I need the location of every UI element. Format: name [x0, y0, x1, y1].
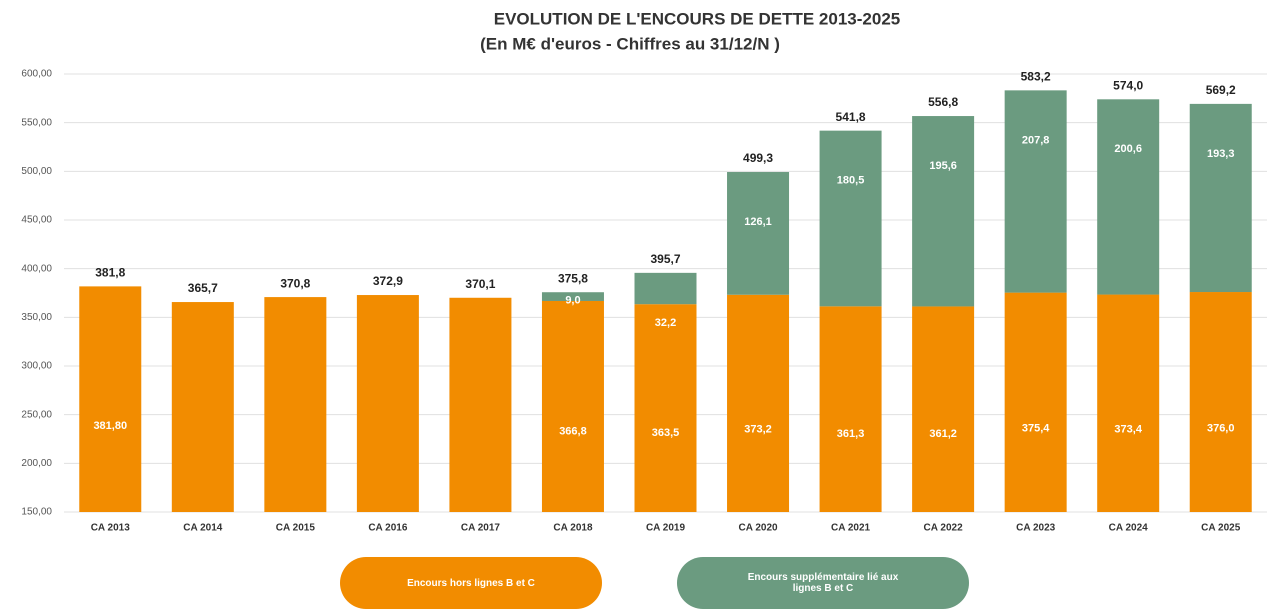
bar — [1189, 103, 1252, 293]
y-tick-label: 300,00 — [21, 361, 52, 372]
bar — [171, 302, 234, 512]
total-label: 395,7 — [650, 252, 680, 266]
y-tick-label: 550,00 — [21, 117, 52, 128]
total-label: 372,9 — [373, 274, 403, 288]
bar — [264, 297, 327, 512]
bar — [541, 292, 604, 301]
y-tick-label: 150,00 — [21, 507, 52, 518]
total-label: 574,0 — [1113, 78, 1143, 92]
data-label: 200,6 — [1114, 143, 1142, 155]
bar — [541, 300, 604, 512]
total-label: 381,8 — [95, 266, 125, 280]
bar — [819, 306, 882, 512]
total-label: 365,7 — [188, 281, 218, 295]
total-label: 370,1 — [465, 277, 495, 291]
data-label: 180,5 — [837, 175, 865, 187]
bar — [912, 306, 975, 512]
total-label: 569,2 — [1206, 83, 1236, 97]
bar — [727, 172, 790, 295]
total-label: 541,8 — [836, 110, 866, 124]
y-tick-label: 450,00 — [21, 215, 52, 226]
y-tick-label: 600,00 — [21, 69, 52, 80]
data-label: 375,4 — [1022, 423, 1050, 435]
legend-item: Encours supplémentaire lié aux lignes B … — [677, 557, 969, 609]
data-label: 376,0 — [1207, 422, 1235, 434]
total-label: 370,8 — [280, 276, 310, 290]
bar — [1097, 99, 1160, 295]
bar — [449, 297, 512, 512]
legend-item: Encours hors lignes B et C — [340, 557, 602, 609]
chart: EVOLUTION DE L'ENCOURS DE DETTE 2013-202… — [21, 9, 1267, 534]
data-label: 126,1 — [744, 216, 772, 228]
total-label: 375,8 — [558, 271, 588, 285]
bar — [1004, 90, 1067, 293]
bar — [727, 294, 790, 512]
x-tick-label: CA 2015 — [276, 523, 316, 534]
total-label: 556,8 — [928, 95, 958, 109]
x-tick-label: CA 2016 — [368, 523, 408, 534]
y-tick-label: 500,00 — [21, 166, 52, 177]
x-tick-label: CA 2024 — [1109, 523, 1149, 534]
total-label: 583,2 — [1021, 70, 1051, 84]
bar — [356, 295, 419, 512]
data-label: 381,80 — [93, 420, 127, 432]
x-tick-label: CA 2014 — [183, 523, 223, 534]
bar — [1004, 292, 1067, 512]
x-tick-label: CA 2022 — [924, 523, 964, 534]
bar — [634, 272, 697, 305]
chart-subtitle: (En M€ d'euros - Chiffres au 31/12/N ) — [480, 34, 780, 53]
y-tick-label: 400,00 — [21, 263, 52, 274]
bar — [819, 130, 882, 307]
chart-title: EVOLUTION DE L'ENCOURS DE DETTE 2013-202… — [494, 9, 900, 28]
x-tick-label: CA 2018 — [553, 523, 593, 534]
bar — [1097, 294, 1160, 512]
x-tick-label: CA 2013 — [91, 523, 131, 534]
data-label: 361,3 — [837, 428, 865, 440]
x-tick-label: CA 2025 — [1201, 523, 1241, 534]
bar — [634, 304, 697, 512]
x-tick-label: CA 2019 — [646, 523, 686, 534]
data-label: 366,8 — [559, 426, 587, 438]
data-label: 363,5 — [652, 427, 680, 439]
data-label: 9,0 — [565, 295, 580, 307]
y-tick-label: 250,00 — [21, 409, 52, 420]
bar — [912, 116, 975, 307]
y-tick-label: 200,00 — [21, 458, 52, 469]
x-tick-label: CA 2017 — [461, 523, 501, 534]
data-label: 195,6 — [929, 160, 957, 172]
data-label: 32,2 — [655, 317, 676, 329]
data-label: 207,8 — [1022, 134, 1050, 146]
y-tick-label: 350,00 — [21, 312, 52, 323]
data-label: 373,2 — [744, 423, 772, 435]
bar — [1189, 292, 1252, 512]
bar — [79, 286, 142, 512]
x-tick-label: CA 2021 — [831, 523, 871, 534]
x-tick-label: CA 2023 — [1016, 523, 1056, 534]
data-label: 361,2 — [929, 428, 957, 440]
data-label: 193,3 — [1207, 148, 1235, 160]
data-label: 373,4 — [1114, 423, 1142, 435]
total-label: 499,3 — [743, 151, 773, 165]
x-tick-label: CA 2020 — [738, 523, 778, 534]
